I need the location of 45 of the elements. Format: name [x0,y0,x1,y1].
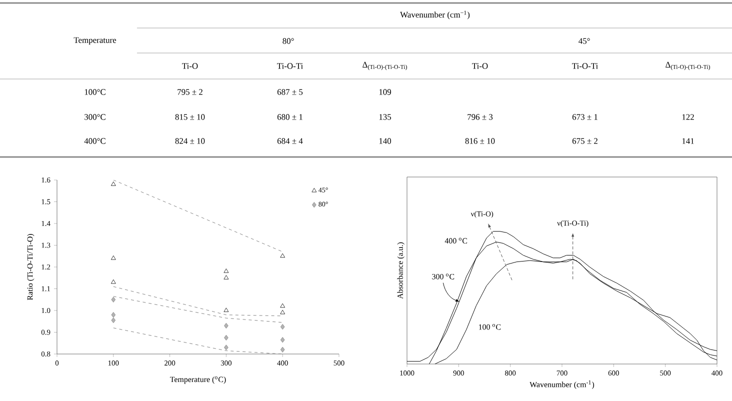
category-label: Δ$_{(Ti-O)-(Ti-O-Ti)}$ [666,62,710,70]
category-label: 300°C [84,114,106,120]
text: 135 [379,114,392,120]
point [111,317,116,324]
text: 795 ± 2 [178,89,202,95]
point [280,324,285,330]
text: 796 ± 3 [468,114,493,120]
category-label: Ti-O [182,63,198,69]
text: 815 ± 10 [175,114,205,120]
text: 140 [379,138,392,144]
text: 684 ± 4 [277,138,303,144]
text: 816 ± 10 [465,138,495,144]
point [111,296,116,302]
text: 141 [682,138,694,144]
text: 675 ± 2 [572,138,598,144]
point [280,310,286,314]
point [280,346,285,352]
point [110,256,116,260]
point [280,337,285,343]
point [224,268,229,273]
category-label: 100°C [84,89,106,95]
text: 687 ± 5 [277,89,303,95]
category-label: Ti-O [472,63,488,69]
text: Temperature [74,37,116,45]
point [280,253,286,258]
text: 824 ± 10 [175,138,205,144]
category-label: Δ$_{(Ti-O)-(Ti-O-Ti)}$ [362,62,407,70]
point [224,308,229,312]
point [280,303,286,308]
text: Wavenumber (cm$^{−1}$) [400,10,470,20]
point [110,279,116,284]
text: 122 [682,114,694,120]
point [111,312,116,318]
text: 680 ± 1 [277,114,302,120]
category-label: 400°C [84,138,106,144]
text: 673 ± 1 [572,114,598,120]
text: 109 [379,89,392,95]
point [224,275,229,280]
text: 80° [282,38,294,44]
text: 45° [578,38,590,44]
category-label: Ti-O-Ti [277,63,303,69]
point [224,344,228,350]
point [110,182,116,186]
point [224,334,228,340]
category-label: Ti-O-Ti [572,63,598,69]
